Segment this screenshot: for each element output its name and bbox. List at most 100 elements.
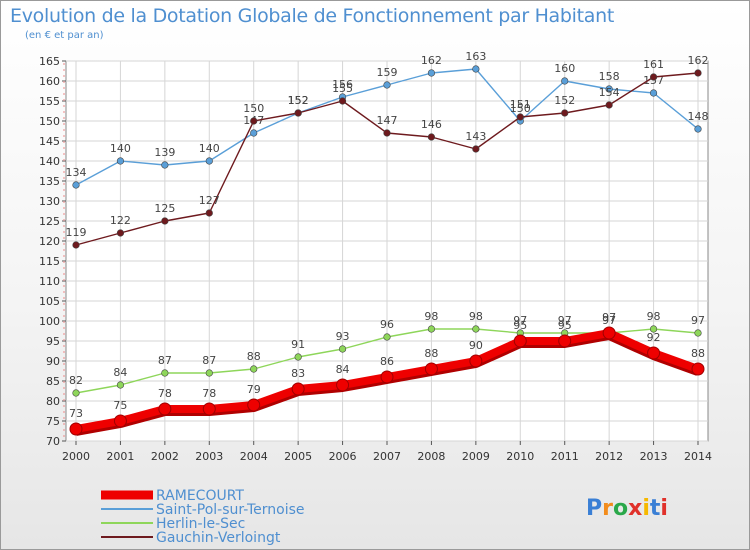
data-point	[649, 73, 658, 81]
x-tick-label: 2010	[506, 450, 534, 463]
x-tick-label: 2013	[640, 450, 668, 463]
data-label: 96	[380, 318, 394, 331]
x-tick-label: 2014	[684, 450, 712, 463]
y-tick-label: 145	[39, 135, 60, 148]
data-label: 73	[69, 407, 83, 420]
legend-label: RAMECOURT	[156, 488, 244, 504]
logo-letter: P	[586, 496, 602, 521]
data-label: 122	[110, 214, 131, 227]
data-label: 97	[602, 311, 616, 324]
x-tick-label: 2001	[106, 450, 134, 463]
data-label: 125	[154, 202, 175, 215]
data-label: 162	[421, 54, 442, 67]
data-label: 82	[69, 374, 83, 387]
legend-label: Gauchin-Verloingt	[156, 530, 281, 546]
data-point	[605, 101, 613, 109]
logo-letter: t	[650, 496, 661, 521]
data-point	[383, 81, 391, 89]
proxiti-logo: Proxiti	[586, 496, 668, 521]
data-label: 84	[113, 366, 127, 379]
data-point	[291, 382, 305, 396]
data-label: 97	[602, 314, 616, 327]
data-point	[294, 353, 302, 361]
data-point	[116, 381, 125, 389]
data-label: 148	[688, 110, 709, 123]
y-tick-label: 110	[39, 275, 60, 288]
y-tick-label: 115	[39, 255, 60, 268]
data-label: 127	[199, 194, 220, 207]
data-label: 90	[469, 339, 483, 352]
data-label: 79	[247, 383, 261, 396]
data-label: 139	[154, 146, 175, 159]
data-label: 140	[110, 142, 131, 155]
y-tick-label: 95	[46, 335, 60, 348]
data-label: 87	[202, 354, 216, 367]
y-tick-label: 165	[39, 55, 60, 68]
data-point	[427, 325, 436, 333]
data-point	[472, 145, 480, 153]
data-label: 147	[377, 114, 398, 127]
data-label: 155	[332, 82, 353, 95]
data-label: 83	[291, 367, 305, 380]
logo-letter: x	[628, 496, 642, 521]
data-label: 154	[599, 86, 620, 99]
data-point	[383, 129, 391, 137]
data-point	[472, 325, 480, 333]
data-label: 140	[199, 142, 220, 155]
data-point	[202, 402, 216, 416]
y-tick-label: 75	[46, 415, 60, 428]
x-tick-label: 2003	[195, 450, 223, 463]
data-point	[561, 77, 569, 85]
data-label: 92	[647, 331, 661, 344]
data-label: 84	[336, 363, 350, 376]
data-point	[250, 365, 258, 373]
legend-item: Saint-Pol-sur-Ternoise	[101, 502, 305, 518]
data-point	[427, 69, 436, 77]
y-tick-label: 105	[39, 295, 60, 308]
x-tick-label: 2007	[373, 450, 401, 463]
data-label: 150	[243, 102, 264, 115]
y-tick-label: 125	[39, 215, 60, 228]
data-point	[694, 329, 702, 337]
data-label: 152	[554, 94, 575, 107]
y-tick-label: 120	[39, 235, 60, 248]
data-point	[336, 378, 350, 392]
y-tick-label: 140	[39, 155, 60, 168]
data-label: 91	[291, 338, 305, 351]
data-point	[649, 325, 658, 333]
data-point	[69, 422, 83, 436]
data-label: 156	[332, 78, 353, 91]
x-tick-label: 2002	[151, 450, 179, 463]
data-label: 75	[113, 399, 127, 412]
data-point	[602, 326, 616, 340]
data-point	[383, 333, 391, 341]
x-tick-label: 2008	[417, 450, 445, 463]
data-point	[72, 181, 80, 189]
data-point	[694, 125, 702, 133]
data-label: 97	[513, 314, 527, 327]
data-point	[380, 370, 394, 384]
legend-label: Herlin-le-Sec	[156, 516, 245, 532]
logo-letter: i	[660, 496, 668, 521]
data-point	[158, 402, 172, 416]
data-point	[205, 369, 213, 377]
logo-letter: o	[613, 496, 628, 521]
series-saint-pol-sur-ternoise: 134 140 139 140 147 152 156 159 162 163 150 160 158 1…	[66, 50, 709, 189]
data-point	[72, 241, 80, 249]
data-point	[247, 398, 261, 412]
data-label: 160	[554, 62, 575, 75]
data-label: 86	[380, 355, 394, 368]
data-point	[161, 217, 169, 225]
data-label: 88	[424, 347, 438, 360]
x-tick-label: 2004	[240, 450, 268, 463]
logo-letter: r	[602, 496, 613, 521]
data-point	[338, 345, 347, 353]
data-label: 98	[469, 310, 483, 323]
data-label: 152	[288, 94, 309, 107]
y-tick-label: 155	[39, 95, 60, 108]
data-point	[649, 89, 658, 97]
y-tick-label: 150	[39, 115, 60, 128]
data-label: 87	[158, 354, 172, 367]
y-tick-label: 85	[46, 375, 60, 388]
